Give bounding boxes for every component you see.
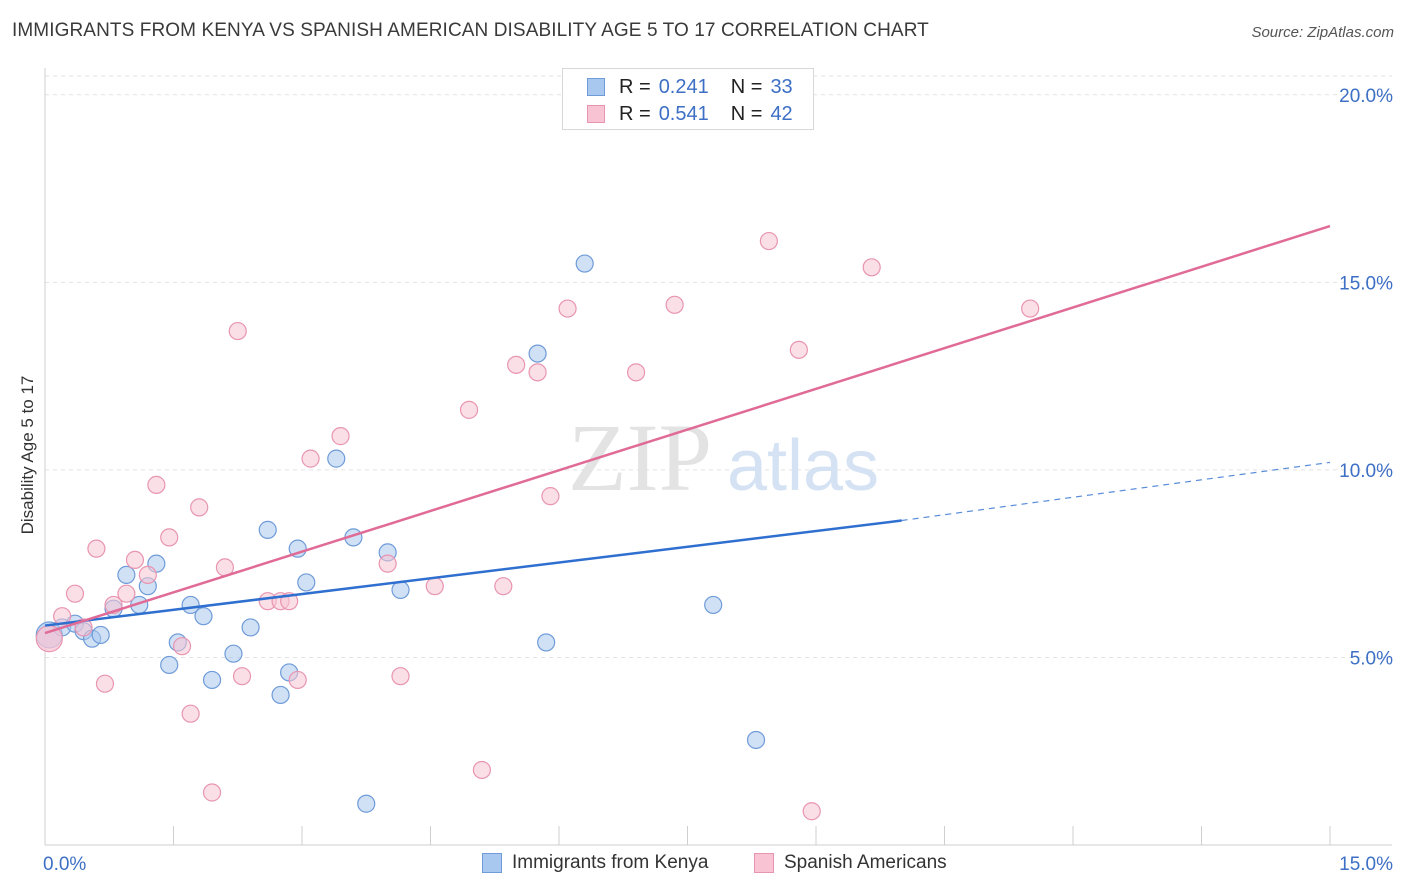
spanish-point bbox=[138, 565, 157, 585]
trend-lines bbox=[44, 224, 1331, 635]
spanish-point bbox=[665, 295, 684, 314]
spanish-point bbox=[232, 667, 252, 686]
kenya-point bbox=[258, 520, 277, 539]
series-legend: Immigrants from Kenya Spanish Americans bbox=[0, 852, 1406, 878]
spanish-point bbox=[862, 258, 881, 277]
spanish-point bbox=[558, 299, 577, 318]
kenya-point bbox=[160, 655, 179, 675]
spanish-point bbox=[1021, 299, 1040, 318]
axes bbox=[44, 68, 1392, 846]
legend-item-kenya: Immigrants from Kenya bbox=[482, 852, 708, 874]
n-label: N = bbox=[730, 102, 763, 125]
spanish-point bbox=[789, 340, 808, 359]
legend-swatch-spanish bbox=[587, 105, 605, 123]
kenya-point bbox=[537, 633, 556, 652]
spanish-point bbox=[391, 667, 410, 686]
spanish-point bbox=[459, 400, 479, 419]
r-value: 0.241 bbox=[658, 75, 709, 98]
spanish-point bbox=[472, 760, 491, 780]
n-value: 33 bbox=[770, 75, 793, 98]
watermark: ZIP atlas bbox=[568, 404, 879, 511]
spanish-point bbox=[507, 355, 526, 374]
r-value: 0.541 bbox=[658, 102, 709, 125]
y-tick-label: 5.0% bbox=[1350, 648, 1393, 669]
source-label: Source: ZipAtlas.com bbox=[1251, 24, 1394, 41]
spanish-points bbox=[35, 231, 1040, 821]
spanish-point bbox=[95, 674, 115, 693]
kenya-point bbox=[704, 595, 723, 615]
spanish-point bbox=[528, 363, 547, 382]
n-label: N = bbox=[730, 75, 763, 98]
kenya-point bbox=[746, 730, 766, 750]
kenya-point bbox=[297, 573, 316, 592]
legend-swatch-kenya bbox=[482, 853, 502, 873]
legend-row-kenya: R = 0.241 N = 33 bbox=[587, 75, 793, 99]
spanish-point bbox=[172, 637, 192, 656]
spanish-point bbox=[147, 475, 166, 494]
spanish-point bbox=[425, 577, 444, 596]
kenya-point bbox=[271, 685, 290, 705]
spanish-point bbox=[87, 539, 106, 558]
y-tick-label: 15.0% bbox=[1339, 273, 1393, 294]
spanish-point bbox=[190, 498, 209, 517]
kenya-points bbox=[35, 254, 766, 813]
spanish-point bbox=[759, 231, 778, 251]
y-tick-label: 20.0% bbox=[1339, 86, 1393, 107]
kenya-point bbox=[357, 794, 376, 813]
legend-row-spanish: R = 0.541 N = 42 bbox=[587, 102, 793, 126]
spanish-point bbox=[541, 487, 560, 506]
spanish-point bbox=[125, 550, 145, 570]
spanish-trend-line bbox=[44, 224, 1331, 635]
correlation-legend: R = 0.241 N = 33 R = 0.541 N = 42 bbox=[562, 68, 814, 130]
spanish-point bbox=[160, 528, 179, 547]
watermark-zip: ZIP bbox=[568, 404, 712, 511]
chart-title: IMMIGRANTS FROM KENYA VS SPANISH AMERICA… bbox=[12, 20, 929, 41]
spanish-point bbox=[626, 363, 646, 382]
kenya-point bbox=[224, 644, 243, 663]
x-tick-label: 0.0% bbox=[43, 854, 86, 875]
spanish-point bbox=[65, 584, 85, 603]
legend-item-spanish: Spanish Americans bbox=[754, 852, 947, 874]
spanish-point bbox=[301, 449, 320, 468]
spanish-point bbox=[288, 670, 307, 690]
kenya-point bbox=[327, 449, 346, 468]
kenya-point bbox=[91, 625, 110, 645]
spanish-point bbox=[378, 554, 397, 573]
watermark-atlas: atlas bbox=[727, 426, 879, 506]
x-tick-label: 15.0% bbox=[1339, 854, 1393, 875]
kenya-point bbox=[194, 607, 213, 626]
kenya-point bbox=[575, 254, 594, 273]
legend-label-spanish: Spanish Americans bbox=[784, 852, 947, 873]
legend-swatch-spanish bbox=[754, 853, 774, 873]
kenya-point bbox=[241, 618, 260, 637]
y-tick-label: 10.0% bbox=[1339, 461, 1393, 482]
spanish-point bbox=[117, 584, 136, 603]
spanish-point bbox=[802, 802, 821, 821]
spanish-point bbox=[228, 321, 247, 341]
kenya-point bbox=[117, 565, 136, 585]
kenya-trend-extension bbox=[901, 461, 1331, 522]
tick-labels: 5.0% 10.0% 15.0% 20.0% 0.0% 15.0% bbox=[43, 86, 1393, 875]
spanish-point bbox=[331, 427, 350, 446]
n-value: 42 bbox=[770, 102, 793, 125]
spanish-point bbox=[202, 783, 222, 802]
legend-label-kenya: Immigrants from Kenya bbox=[512, 852, 709, 873]
r-label: R = bbox=[619, 75, 651, 98]
spanish-point bbox=[181, 704, 200, 723]
legend-swatch-kenya bbox=[587, 78, 605, 96]
kenya-point bbox=[391, 580, 410, 600]
kenya-point bbox=[202, 670, 222, 690]
r-label: R = bbox=[619, 102, 651, 125]
spanish-point bbox=[494, 577, 513, 596]
kenya-trend-line bbox=[44, 519, 902, 627]
kenya-point bbox=[528, 344, 547, 363]
